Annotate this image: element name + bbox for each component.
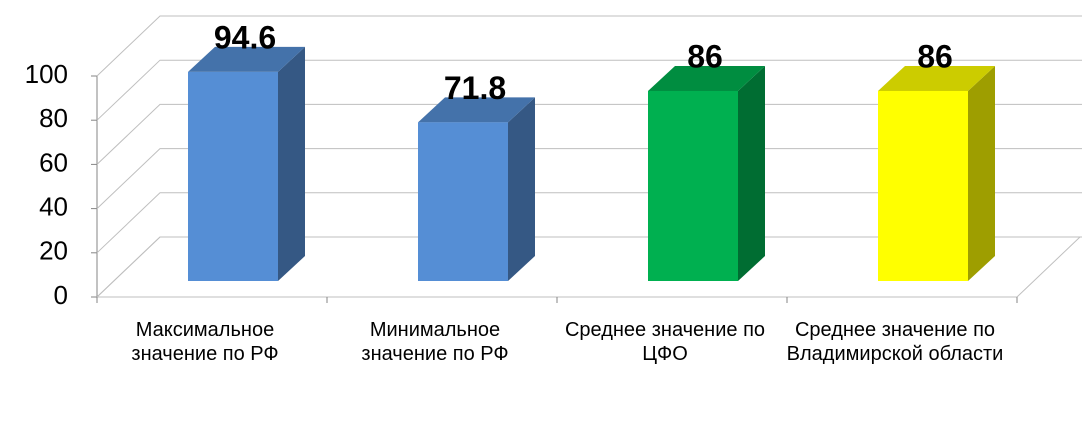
- x-tick-label: Минимальное значение по РФ: [361, 319, 509, 365]
- bar: [648, 90, 738, 281]
- x-tick-label: Среднее значение по ЦФО: [564, 319, 766, 365]
- bar: [878, 90, 968, 281]
- grid-line: [96, 236, 1082, 298]
- bar-top: [418, 97, 535, 123]
- value-label: 86: [917, 38, 953, 74]
- y-tick-label: 20: [39, 236, 68, 266]
- y-tick-label: 0: [54, 280, 68, 310]
- y-tick-label: 40: [39, 191, 68, 221]
- grid-line: [96, 15, 1082, 77]
- bar-top: [188, 46, 305, 72]
- bar-side: [278, 46, 305, 281]
- y-tick-label: 60: [39, 147, 68, 177]
- bar: [188, 71, 278, 282]
- bar-side: [968, 65, 995, 281]
- y-tick-label: 80: [39, 103, 68, 133]
- bar-top: [878, 65, 995, 91]
- grid-line: [96, 148, 1082, 209]
- grid-line: [96, 103, 1082, 165]
- bar-top: [648, 65, 765, 91]
- bar-side: [738, 65, 765, 281]
- x-tick-label: Среднее значение по Владимирской области: [786, 319, 1004, 365]
- value-label: 86: [687, 38, 723, 74]
- value-label: 94.6: [214, 19, 276, 55]
- grid-line: [96, 192, 1082, 254]
- grid-line: [96, 59, 1082, 121]
- value-label: 71.8: [444, 70, 506, 106]
- x-tick-label: Максимальное значение по РФ: [131, 319, 279, 365]
- y-tick-label: 100: [25, 59, 68, 89]
- bar: [418, 122, 508, 282]
- bar-side: [508, 97, 535, 282]
